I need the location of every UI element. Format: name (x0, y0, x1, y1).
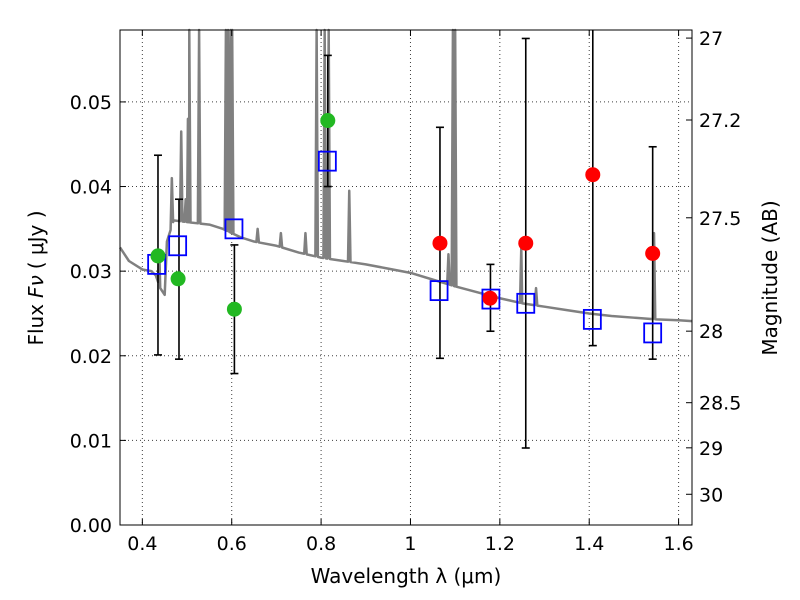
y-tick-label: 0.01 (70, 430, 112, 452)
nir-data-point (518, 235, 534, 251)
y-tick-label: 0.05 (70, 92, 112, 114)
x-tick-label: 0.4 (127, 533, 157, 555)
y-tick-label: 0.02 (70, 346, 112, 368)
x-tick-label: 0.6 (217, 533, 247, 555)
x-axis-title: Wavelength λ (μm) (311, 564, 502, 588)
nir-data-point (482, 290, 498, 306)
optical-data-point (170, 271, 186, 287)
y-axis-title: FluxFν( μJy ) (24, 210, 48, 345)
nir-data-point (432, 235, 448, 251)
model-photometry-square (481, 288, 501, 310)
y-tick-label: 0.00 (70, 515, 112, 537)
spectrum-layer (118, 28, 693, 323)
model-photometry-square (582, 308, 602, 330)
y2-tick-label: 28 (699, 321, 723, 343)
model-photometry-square (516, 292, 536, 314)
y2-axis-title: Magnitude (AB) (758, 200, 782, 355)
tick-layer: 0.4 0.6 0.8 1 1.2 1.4 1.6 0.00 0.01 0.02 0.03 0.04 0… (70, 28, 742, 555)
plot-frame (119, 29, 693, 526)
x-tick-label: 1.4 (574, 533, 604, 555)
model-spectrum-line (118, 28, 693, 323)
model-photometry-square (429, 280, 449, 302)
nir-data-point (585, 167, 601, 183)
optical-data-point (226, 301, 242, 317)
y2-tick-label: 27.5 (699, 208, 741, 230)
y-tick-label: 0.03 (70, 261, 112, 283)
marker-layer (147, 113, 663, 344)
y-tick-label: 0.04 (70, 177, 112, 199)
x-tick-label: 0.8 (306, 533, 336, 555)
y2-tick-label: 27.2 (699, 110, 741, 132)
optical-data-point (150, 248, 166, 264)
x-tick-label: 1.2 (485, 533, 515, 555)
model-photometry-square (168, 235, 188, 257)
y2-tick-label: 30 (699, 484, 723, 506)
y2-tick-label: 29 (699, 438, 723, 460)
y2-tick-label: 27 (699, 28, 723, 50)
model-photometry-square (643, 322, 663, 344)
model-photometry-square (224, 218, 244, 240)
x-tick-label: 1.6 (663, 533, 693, 555)
optical-data-point (320, 113, 336, 129)
model-photometry-square (317, 150, 337, 172)
y2-tick-label: 28.5 (699, 393, 741, 415)
nir-data-point (645, 245, 661, 261)
x-tick-label: 1 (404, 533, 416, 555)
